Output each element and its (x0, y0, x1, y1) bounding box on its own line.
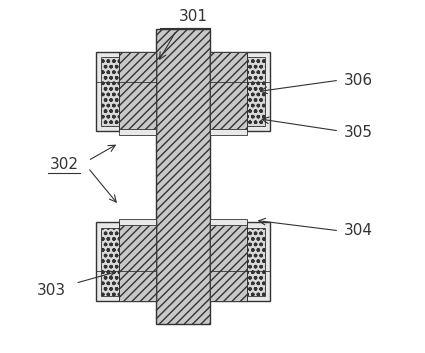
Bar (247, 58, 265, 126)
Bar (119, 52, 156, 131)
Text: 303: 303 (37, 283, 66, 298)
Text: 302: 302 (50, 157, 79, 172)
Bar (210, 52, 247, 131)
Text: 306: 306 (343, 73, 373, 88)
Bar (247, 228, 265, 296)
Bar (210, 129, 247, 135)
Bar (119, 219, 156, 225)
Bar (210, 222, 269, 301)
Bar (210, 219, 247, 225)
Bar (119, 129, 156, 135)
Bar (119, 222, 156, 301)
Bar (96, 52, 156, 131)
Bar (101, 228, 119, 296)
Bar (101, 58, 119, 126)
Text: 305: 305 (343, 125, 372, 140)
Text: 301: 301 (179, 9, 208, 24)
Bar (210, 222, 247, 301)
Bar (156, 29, 210, 324)
Bar (96, 222, 156, 301)
Text: 304: 304 (343, 223, 372, 238)
Bar (210, 52, 269, 131)
